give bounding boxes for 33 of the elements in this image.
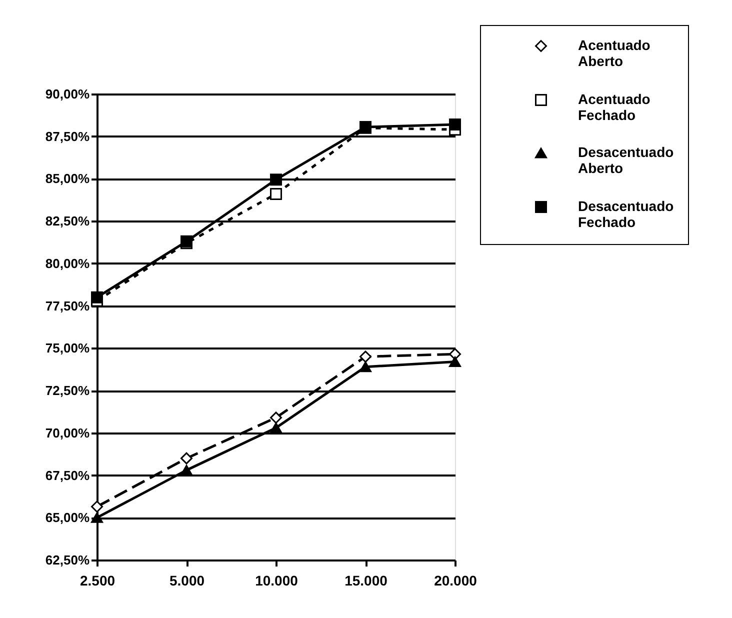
point [270,174,282,186]
y-tick-label: 75,00% [45,340,90,356]
point [449,356,461,368]
point [449,118,461,130]
y-tick-label: 70,00% [45,425,90,440]
legend-label: Desacentuado Fechado [578,198,674,230]
point [270,412,282,424]
point [270,188,282,200]
legend-label: Desacentuado Aberto [578,144,674,176]
point [180,464,192,476]
y-tick-label: 62,50% [45,552,90,568]
point [270,422,282,434]
x-tick-label: 15.000 [344,572,388,588]
y-tick-label: 80,00% [45,256,90,271]
y-tick-label: 82,50% [45,214,90,229]
point [91,291,103,304]
point [180,452,192,464]
y-tick-label: 90,00% [45,86,90,102]
y-tick-label: 87,50% [45,128,90,144]
x-tick-label: 20.000 [434,572,478,588]
y-tick-label: 65,00% [45,510,90,526]
y-tick-label: 77,50% [45,298,90,314]
y-tick-label: 85,00% [45,171,90,186]
point [360,362,372,372]
x-tick-label: 5.000 [169,572,205,588]
x-tick-label: 2.500 [80,572,116,588]
legend-label: Acentuado Aberto [578,37,650,69]
point [360,350,372,363]
y-tick-label: 72,50% [45,383,90,398]
x-tick-label: 10.000 [255,572,298,588]
legend-label: Acentuado Fechado [578,91,650,123]
point [91,500,103,513]
y-tick-label: 67,50% [45,468,90,483]
